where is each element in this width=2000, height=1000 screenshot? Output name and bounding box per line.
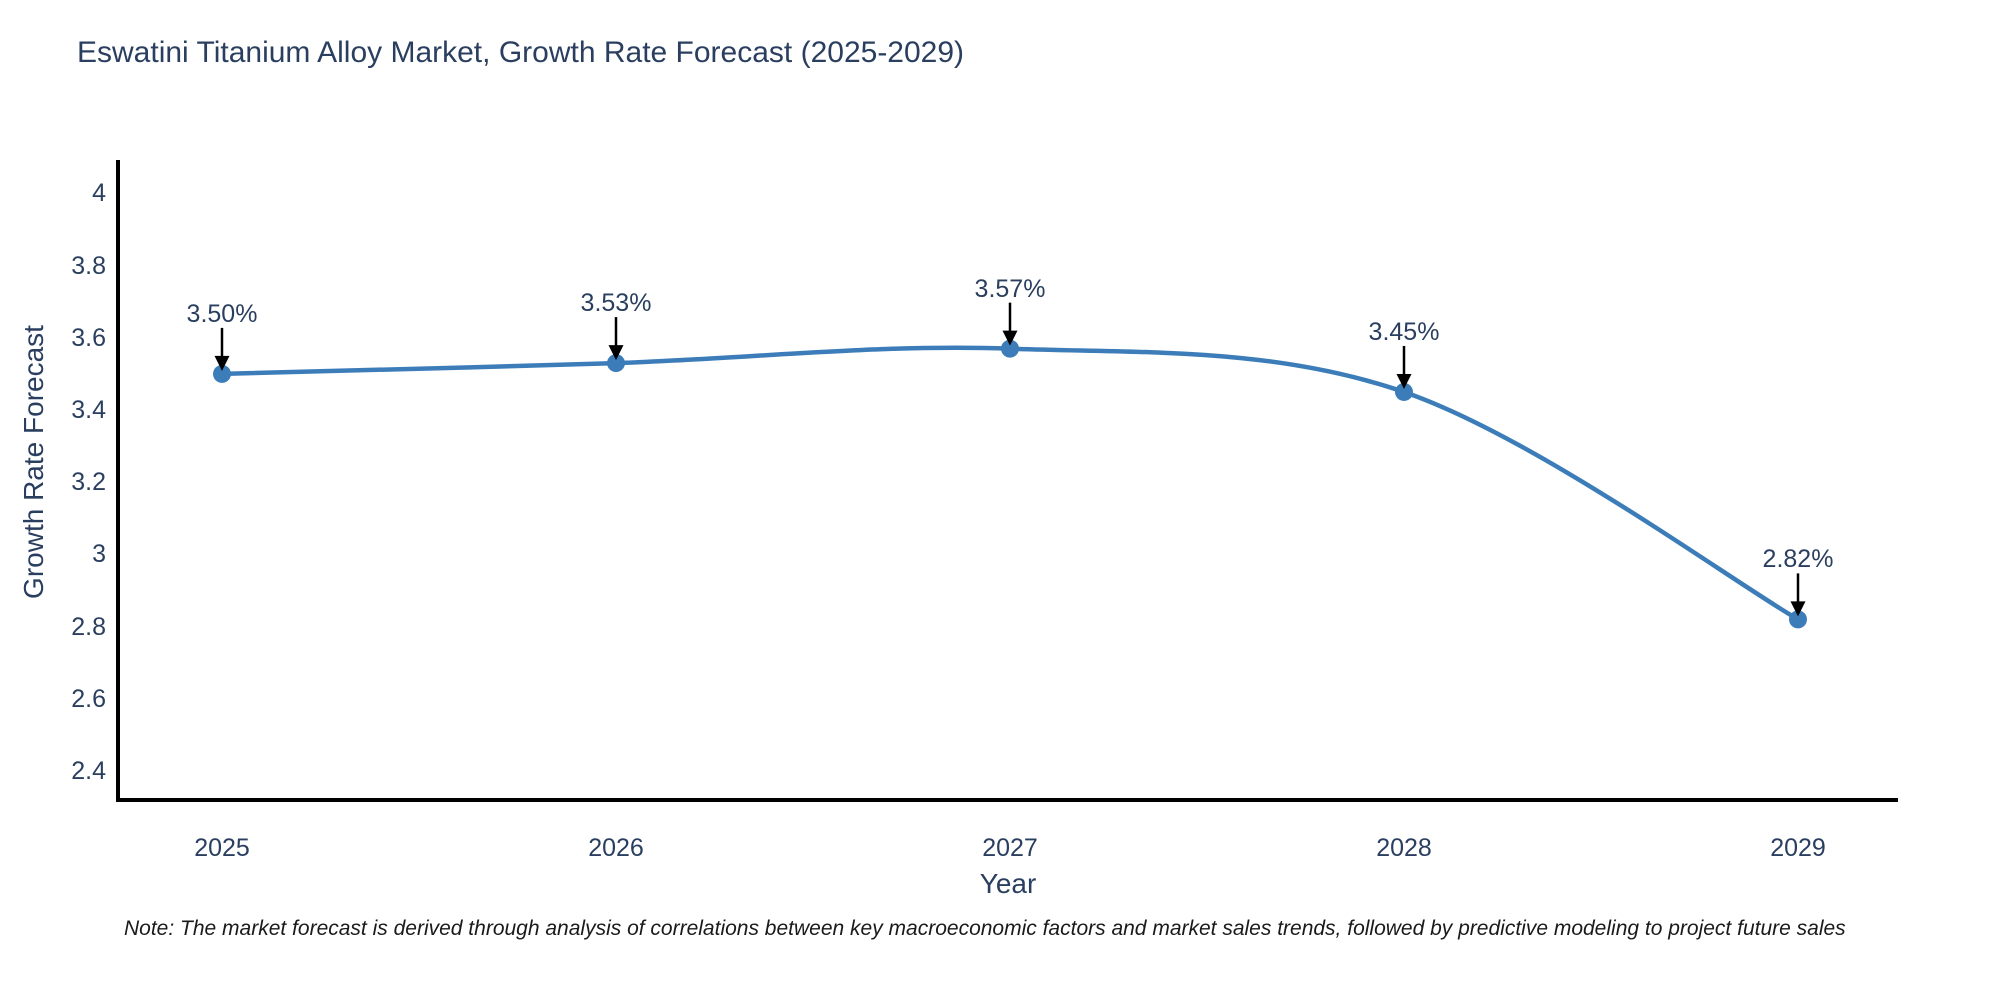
x-tick-label: 2029 <box>1770 834 1826 862</box>
data-point-marker <box>607 354 625 373</box>
data-point-marker <box>1395 382 1413 401</box>
annotation-arrowhead <box>214 355 230 371</box>
x-tick-label: 2027 <box>982 834 1038 862</box>
x-tick-label: 2026 <box>588 834 644 862</box>
y-tick-label: 2.4 <box>71 757 106 785</box>
data-point-label: 3.53% <box>580 289 652 318</box>
annotation-arrowhead <box>1396 373 1412 389</box>
annotation-arrowhead <box>1002 330 1018 346</box>
y-tick-label: 3 <box>92 540 106 569</box>
y-tick-label: 3.4 <box>71 396 106 424</box>
y-tick-label: 3.6 <box>71 323 106 352</box>
y-tick-label: 3.2 <box>71 468 106 497</box>
y-tick-label: 2.8 <box>71 612 106 641</box>
annotation-arrowhead <box>608 345 624 361</box>
data-point-label: 3.50% <box>186 299 258 328</box>
y-tick-label: 4 <box>92 179 106 208</box>
data-point-label: 3.57% <box>974 274 1046 303</box>
data-point-label: 2.82% <box>1762 545 1834 574</box>
data-point-marker <box>1001 339 1019 358</box>
data-point-marker <box>1789 610 1807 629</box>
forecast-line <box>221 345 1800 622</box>
footnote: Note: The market forecast is derived thr… <box>124 917 1846 940</box>
data-point-marker <box>213 364 231 383</box>
x-axis-title: Year <box>979 868 1037 899</box>
x-tick-label: 2025 <box>194 834 250 862</box>
data-point-label: 3.45% <box>1368 317 1440 346</box>
chart-title: Eswatini Titanium Alloy Market, Growth R… <box>77 36 965 69</box>
annotation-arrowhead <box>1790 601 1806 617</box>
y-tick-label: 3.8 <box>71 251 106 280</box>
y-tick-label: 2.6 <box>71 684 106 713</box>
x-tick-label: 2028 <box>1376 834 1432 862</box>
